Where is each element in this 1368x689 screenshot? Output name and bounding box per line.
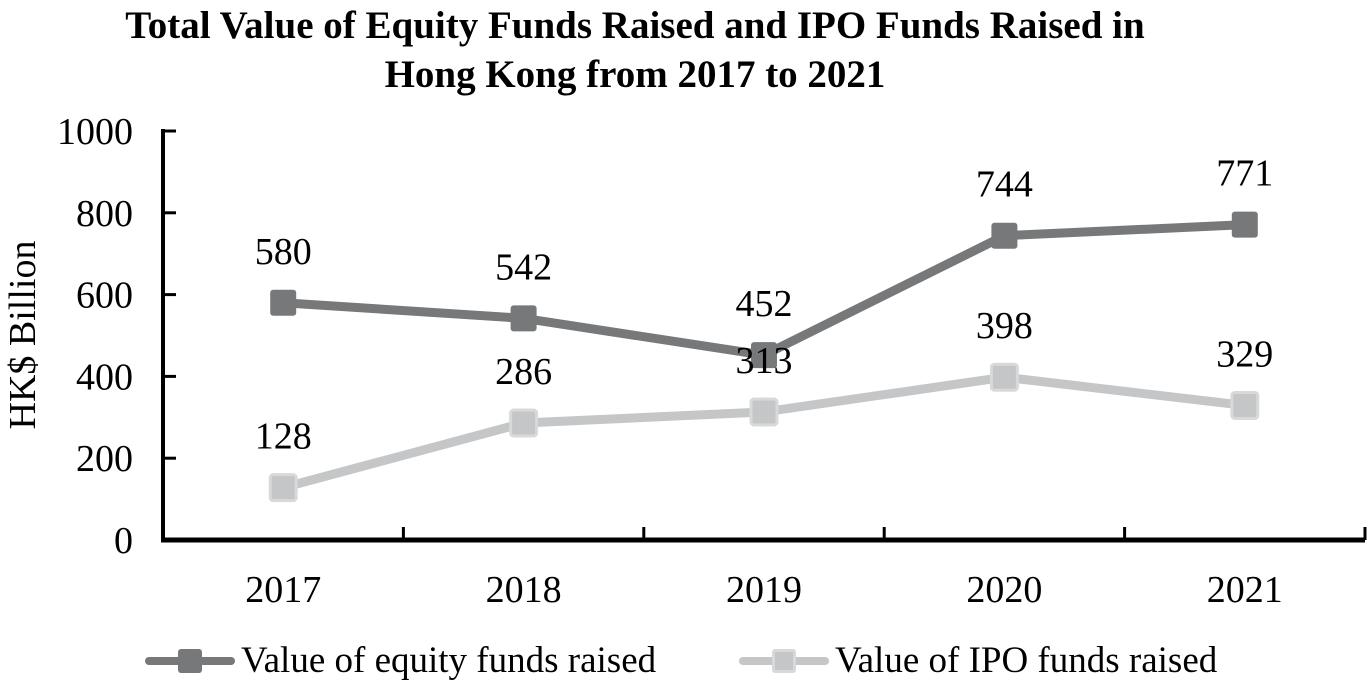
data-point-label: 744 [976,164,1033,206]
data-point-marker [509,408,539,438]
y-tick-label: 400 [76,356,133,398]
data-point-label: 313 [736,340,793,382]
chart-title: Total Value of Equity Funds Raised and I… [0,1,1270,99]
data-point-label: 580 [255,231,312,273]
y-tick-label: 600 [76,275,133,317]
series-line [278,372,1250,493]
x-tick-label: 2019 [726,569,802,611]
data-point-label: 542 [495,246,552,288]
chart-title-line2: Hong Kong from 2017 to 2021 [384,53,886,96]
data-point-marker [268,473,298,503]
x-tick-label: 2017 [245,569,321,611]
data-point-label: 329 [1216,333,1273,375]
data-point-marker [270,289,297,316]
y-tick-label: 200 [76,438,133,480]
y-tick-label: 1000 [57,111,133,153]
data-point-label: 771 [1216,153,1273,195]
data-point-marker [1230,390,1260,420]
y-tick-label: 800 [76,193,133,235]
data-point-marker [991,222,1018,249]
data-point-marker [510,305,537,332]
data-point-label: 452 [736,283,793,325]
y-axis-title: HK$ Billion [2,241,44,430]
x-tick-label: 2020 [966,569,1042,611]
data-point-label: 128 [255,416,312,458]
chart-title-line1: Total Value of Equity Funds Raised and I… [125,4,1145,47]
data-point-marker [749,397,779,427]
y-tick-label: 0 [114,520,133,562]
data-point-marker [751,342,777,369]
data-point-label: 286 [495,351,552,393]
x-tick-label: 2018 [486,569,562,611]
data-point-marker [1231,211,1258,238]
data-point-label: 398 [976,305,1033,347]
data-point-marker [989,362,1019,392]
x-tick-label: 2021 [1207,569,1283,611]
